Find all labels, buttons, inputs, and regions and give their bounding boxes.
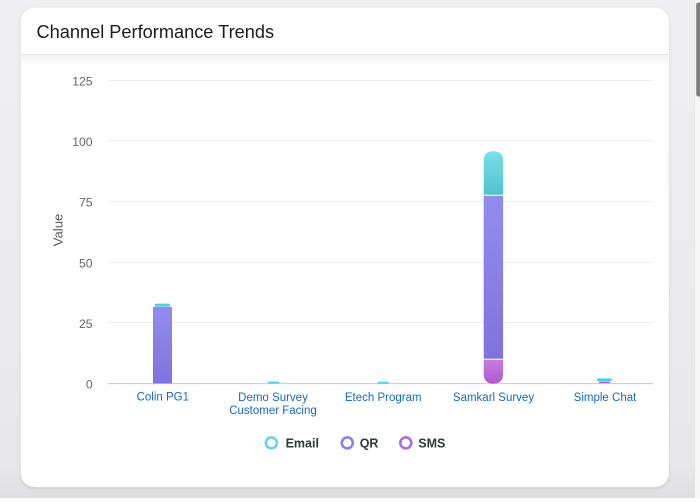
svg-text:QR: QR bbox=[360, 437, 379, 451]
svg-text:Email: Email bbox=[286, 437, 319, 451]
svg-text:Colin PG1: Colin PG1 bbox=[137, 392, 189, 404]
svg-text:0: 0 bbox=[86, 378, 93, 392]
svg-text:25: 25 bbox=[79, 317, 93, 331]
svg-text:Simple Chat: Simple Chat bbox=[574, 392, 637, 404]
svg-text:Samkarl Survey: Samkarl Survey bbox=[453, 392, 534, 404]
svg-text:Channel Performance Trends: Channel Performance Trends bbox=[37, 22, 275, 42]
svg-text:Etech Program: Etech Program bbox=[345, 392, 422, 404]
svg-text:100: 100 bbox=[72, 135, 93, 149]
svg-text:Value: Value bbox=[51, 214, 66, 247]
svg-text:SMS: SMS bbox=[418, 437, 445, 451]
svg-text:125: 125 bbox=[72, 74, 93, 88]
svg-text:Customer Facing: Customer Facing bbox=[229, 405, 317, 417]
svg-text:75: 75 bbox=[79, 196, 93, 210]
svg-text:50: 50 bbox=[79, 256, 93, 270]
svg-text:Demo Survey: Demo Survey bbox=[238, 392, 308, 404]
